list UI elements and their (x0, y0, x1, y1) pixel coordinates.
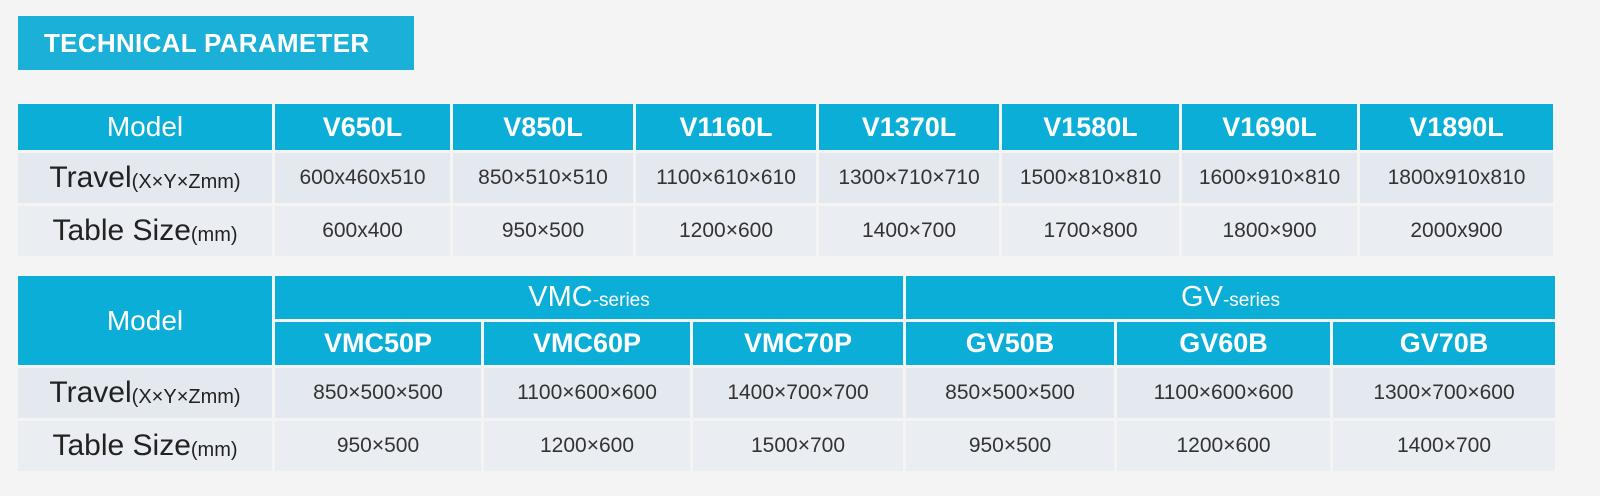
travel-cell: 600x460x510 (275, 153, 450, 203)
table-size-cell: 1200×600 (1117, 421, 1330, 471)
travel-cell: 1800x910x810 (1360, 153, 1553, 203)
parameter-table-vmc-gv-series: Model VMC -series GV -series VMC50P VMC60P… (18, 276, 1587, 471)
section-title: TECHNICAL PARAMETER (18, 16, 414, 70)
table-size-cell: 1200×600 (636, 206, 816, 256)
series-header-vmc: VMC -series (275, 276, 903, 319)
model-header-cell: GV50B (906, 322, 1114, 365)
travel-cell: 850×500×500 (906, 368, 1114, 418)
model-header-cell: GV70B (1333, 322, 1555, 365)
travel-cell: 850×500×500 (275, 368, 481, 418)
table-size-cell: 950×500 (275, 421, 481, 471)
table-size-cell: 1500×700 (693, 421, 903, 471)
table-size-row-label: Table Size (mm) (18, 206, 272, 256)
travel-label: Travel (49, 161, 132, 194)
model-header-cell: V1370L (819, 104, 999, 150)
model-header-cell: V1690L (1182, 104, 1357, 150)
table-size-unit: (mm) (190, 223, 238, 246)
travel-cell: 1100×600×600 (484, 368, 690, 418)
model-header-cell: VMC60P (484, 322, 690, 365)
travel-cell: 1300×710×710 (819, 153, 999, 203)
series-suffix: -series (592, 289, 650, 311)
travel-cell: 1100×600×600 (1117, 368, 1330, 418)
travel-cell: 1600×910×810 (1182, 153, 1357, 203)
model-header-cell: V1580L (1002, 104, 1179, 150)
model-header-cell: GV60B (1117, 322, 1330, 365)
model-header-cell: V1890L (1360, 104, 1553, 150)
series-header-gv: GV -series (906, 276, 1555, 319)
travel-cell: 1500×810×810 (1002, 153, 1179, 203)
table-size-cell: 2000x900 (1360, 206, 1553, 256)
section-title-text: TECHNICAL PARAMETER (44, 27, 370, 58)
travel-row-label: Travel (X×Y×Zmm) (18, 368, 272, 418)
table-size-label: Table Size (52, 214, 191, 247)
travel-unit: (X×Y×Zmm) (131, 170, 241, 193)
model-header-cell: VMC50P (275, 322, 481, 365)
model-header-cell: V850L (453, 104, 633, 150)
travel-label: Travel (49, 376, 132, 409)
table-size-cell: 1400×700 (819, 206, 999, 256)
table-size-cell: 1400×700 (1333, 421, 1555, 471)
table-size-cell: 1800×900 (1182, 206, 1357, 256)
table-size-cell: 950×500 (906, 421, 1114, 471)
table-size-label: Table Size (52, 429, 191, 462)
table-size-row-label: Table Size (mm) (18, 421, 272, 471)
model-header-cell: V650L (275, 104, 450, 150)
table-size-unit: (mm) (190, 438, 238, 461)
travel-cell: 1300×700×600 (1333, 368, 1555, 418)
series-suffix: -series (1222, 289, 1280, 311)
travel-unit: (X×Y×Zmm) (131, 385, 241, 408)
table-size-cell: 600x400 (275, 206, 450, 256)
series-name: VMC (528, 281, 593, 313)
table-size-cell: 1700×800 (1002, 206, 1179, 256)
travel-row-label: Travel (X×Y×Zmm) (18, 153, 272, 203)
travel-cell: 850×510×510 (453, 153, 633, 203)
series-name: GV (1181, 281, 1223, 313)
model-header-cell: V1160L (636, 104, 816, 150)
travel-cell: 1100×610×610 (636, 153, 816, 203)
model-header: Model (18, 104, 272, 150)
model-header: Model (18, 276, 272, 365)
parameter-table-v-series: Model V650L V850L V1160L V1370L V1580L V… (18, 104, 1587, 256)
model-header-cell: VMC70P (693, 322, 903, 365)
travel-cell: 1400×700×700 (693, 368, 903, 418)
table-size-cell: 950×500 (453, 206, 633, 256)
table-size-cell: 1200×600 (484, 421, 690, 471)
